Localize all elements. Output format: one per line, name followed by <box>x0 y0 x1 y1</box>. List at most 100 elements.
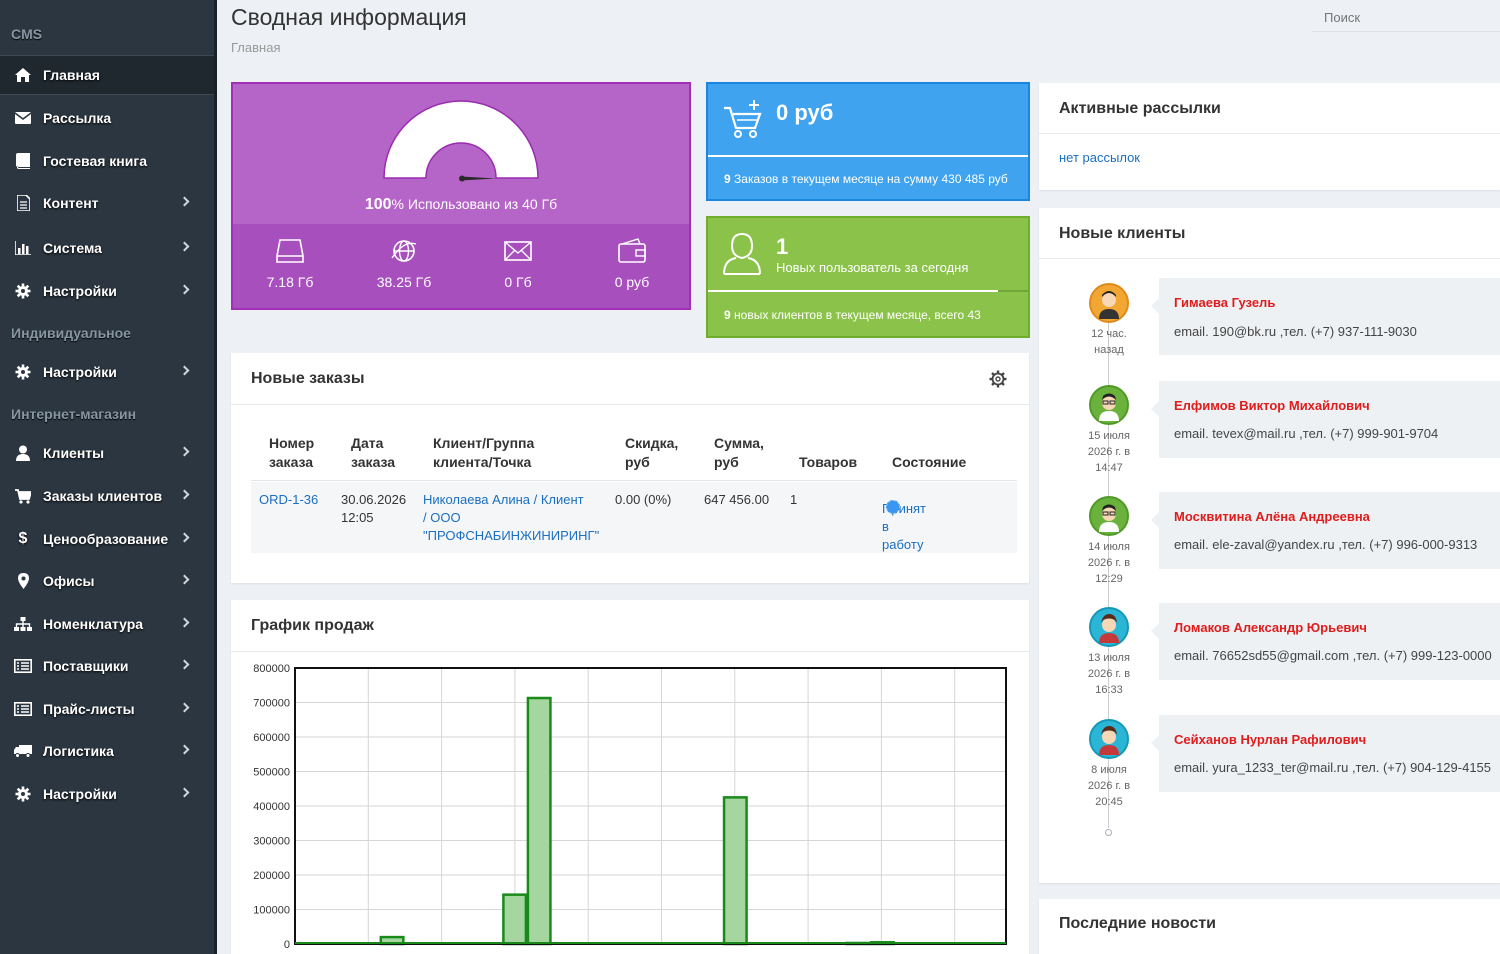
orders-summary-footer: 9 Заказов в текущем месяце на сумму 430 … <box>724 172 1008 186</box>
avatar <box>1089 719 1129 759</box>
avatar <box>1089 607 1129 647</box>
list-icon <box>14 657 32 675</box>
sidebar-item-label: Ценообразование <box>43 531 169 547</box>
storage-stat-traffic: 38.25 Гб <box>347 224 461 308</box>
sidebar-item-guestbook[interactable]: Гостевая книга <box>0 141 214 181</box>
chevron-right-icon <box>179 284 190 295</box>
search-input[interactable] <box>1312 4 1500 32</box>
order-number-link[interactable]: ORD-1-36 <box>259 492 319 507</box>
bubble-pointer <box>1151 401 1159 417</box>
sidebar-item-nomenclature[interactable]: Номенклатура <box>0 604 214 644</box>
client-name-link[interactable]: Москвитина Алёна Андреевна <box>1174 509 1370 524</box>
client-contact: email. tevex@mail.ru ,тел. (+7) 999-901-… <box>1174 426 1439 441</box>
sidebar-item-settings[interactable]: Настройки <box>0 271 214 311</box>
y-tick-label: 600000 <box>253 732 290 744</box>
sidebar-item-label: Контент <box>43 195 99 211</box>
sidebar-item-label: Офисы <box>43 573 95 589</box>
news-title: Последние новости <box>1059 915 1217 932</box>
client-name-link[interactable]: Гимаева Гузель <box>1174 295 1276 310</box>
client-contact: email. 190@bk.ru ,тел. (+7) 937-111-9030 <box>1174 324 1417 339</box>
y-tick-label: 700000 <box>253 698 290 710</box>
sidebar-item-settings-shop[interactable]: Настройки <box>0 774 214 814</box>
divider <box>998 290 1028 292</box>
sidebar-item-pricelists[interactable]: Прайс-листы <box>0 689 214 729</box>
sales-chart-panel: График продаж 0 100000 200000 300000 400000 5… <box>231 600 1029 954</box>
y-tick-label: 200000 <box>253 870 290 882</box>
y-tick-label: 800000 <box>253 663 290 675</box>
storage-card: 100% Использовано из 40 Гб 7.18 Гб 38.25… <box>231 82 691 310</box>
sidebar-item-offices[interactable]: Офисы <box>0 561 214 601</box>
sidebar-item-label: Настройки <box>43 786 117 802</box>
column-header[interactable]: Товаров <box>799 454 858 470</box>
avatar <box>1089 496 1129 536</box>
chevron-right-icon <box>179 365 190 376</box>
client-time: 12 час. назад <box>1091 328 1127 356</box>
new-clients-panel: Новые клиенты 12 час. назад Гимаева Гузе… <box>1039 208 1500 883</box>
sidebar-item-orders[interactable]: Заказы клиентов <box>0 476 214 516</box>
sidebar-item-home[interactable]: Главная <box>0 55 214 95</box>
sidebar: CMS Главная Рассылка Гостевая книга Конт… <box>0 0 214 954</box>
column-header[interactable]: Номер заказа <box>269 435 315 470</box>
mailings-title: Активные рассылки <box>1059 100 1221 117</box>
orders-summary-card[interactable]: 0 руб 9 Заказов в текущем месяце на сумм… <box>706 82 1030 201</box>
bar-chart-icon <box>14 239 32 257</box>
sidebar-item-settings-individual[interactable]: Настройки <box>0 352 214 392</box>
client-name-link[interactable]: Елфимов Виктор Михайлович <box>1174 398 1370 413</box>
order-sum: 647 456.00 <box>704 492 770 507</box>
order-client-link[interactable]: Николаева Алина / Клиент / ООО "ПРОФСНАБ… <box>423 492 600 543</box>
chevron-right-icon <box>179 241 190 252</box>
gear-icon[interactable] <box>989 370 1007 388</box>
storage-gauge <box>233 84 689 222</box>
sidebar-item-suppliers[interactable]: Поставщики <box>0 646 214 686</box>
chevron-right-icon <box>179 196 190 207</box>
orders-table-header: Номер заказа Дата заказа Клиент/Группа к… <box>251 433 1017 481</box>
chevron-right-icon <box>179 489 190 500</box>
sidebar-item-logistics[interactable]: Логистика <box>0 731 214 771</box>
users-summary-count: 1 <box>776 234 789 259</box>
mailings-empty-text: нет рассылок <box>1059 150 1140 165</box>
sidebar-item-content[interactable]: Контент <box>0 183 214 223</box>
sidebar-item-pricing[interactable]: $ Ценообразование <box>0 519 214 559</box>
y-tick-label: 100000 <box>253 905 290 917</box>
order-items-count: 1 <box>790 492 798 507</box>
column-header[interactable]: Сумма, руб <box>714 435 764 470</box>
storage-percent: 100 <box>364 196 392 213</box>
users-summary-card[interactable]: 1 Новых пользователь за сегодня 9 новых … <box>706 216 1030 338</box>
sidebar-section-shop: Интернет-магазин <box>11 406 137 422</box>
column-header[interactable]: Состояние <box>892 454 967 470</box>
sidebar-item-system[interactable]: Система <box>0 228 214 268</box>
sidebar-item-mailing[interactable]: Рассылка <box>0 98 214 138</box>
breadcrumb[interactable]: Главная <box>231 40 281 55</box>
client-name-link[interactable]: Ломаков Александр Юрьевич <box>1174 620 1367 635</box>
divider <box>708 155 1028 157</box>
storage-stat-value: 0 Гб <box>504 274 532 290</box>
sales-chart-title: График продаж <box>251 617 374 634</box>
sidebar-item-label: Клиенты <box>43 445 105 461</box>
column-header[interactable]: Скидка, руб <box>625 435 679 470</box>
chart-bar <box>722 796 748 946</box>
avatar <box>1089 283 1129 323</box>
mail-icon <box>504 241 532 261</box>
sidebar-item-label: Система <box>43 240 102 256</box>
avatar <box>1089 385 1129 425</box>
globe-icon <box>391 240 417 262</box>
client-contact: email. yura_1233_ter@mail.ru ,тел. (+7) … <box>1174 760 1492 775</box>
client-card: Москвитина Алёна Андреевна email. ele-za… <box>1151 492 1500 569</box>
sidebar-item-clients[interactable]: Клиенты <box>0 433 214 473</box>
document-icon <box>14 194 32 212</box>
column-header[interactable]: Дата заказа <box>351 435 396 470</box>
divider <box>1039 258 1500 259</box>
storage-used-label: Использовано из 40 Гб <box>407 196 558 212</box>
storage-percent-sign: % <box>391 196 404 212</box>
book-icon <box>14 152 32 170</box>
new-clients-title: Новые клиенты <box>1059 225 1186 242</box>
column-header[interactable]: Клиент/Группа клиента/Точка <box>433 435 535 470</box>
order-discount: 0.00 (0%) <box>615 492 672 507</box>
status-indicator-icon <box>886 500 900 514</box>
user-outline-icon <box>723 232 761 275</box>
order-date: 30.06.2026 12:05 <box>341 492 407 525</box>
client-name-link[interactable]: Сейханов Нурлан Рафилович <box>1174 732 1367 747</box>
gear-icon <box>14 282 32 300</box>
chevron-right-icon <box>179 574 190 585</box>
storage-stat-disk: 7.18 Гб <box>233 224 347 308</box>
